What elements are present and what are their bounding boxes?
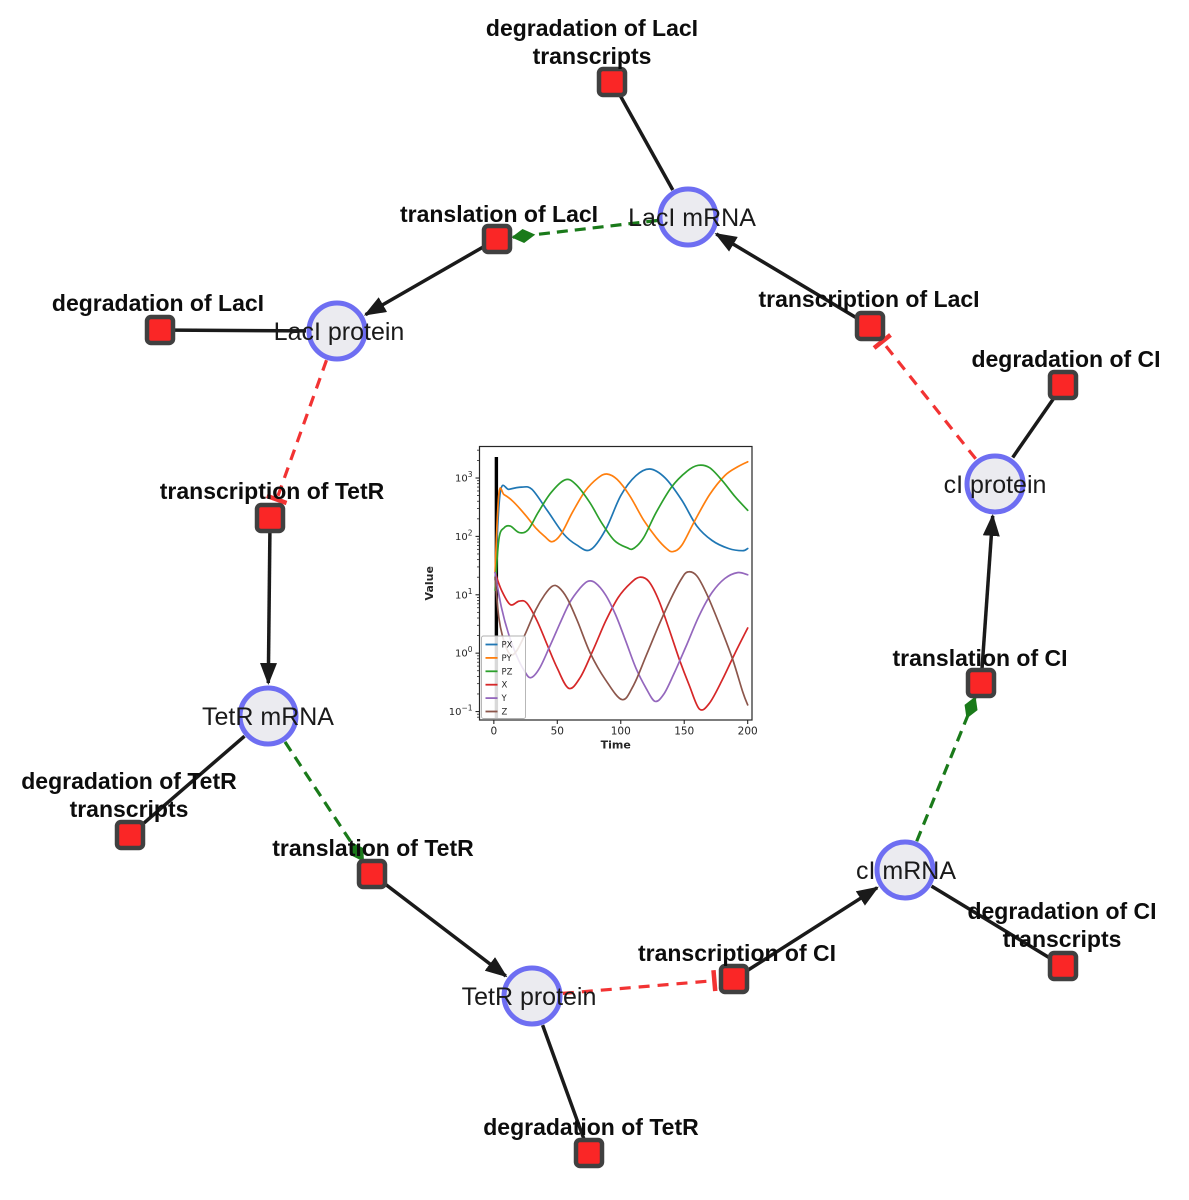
reaction-label-degradation-tetr: degradation of TetR — [483, 1114, 699, 1140]
legend-label-X: X — [502, 681, 508, 691]
legend-label-PX: PX — [502, 641, 513, 651]
edge-laci-protein-degradation — [173, 328, 307, 333]
reaction-label-translation-ci: translation of CI — [892, 645, 1067, 671]
edge-ci-mrna-translation-modifier — [915, 696, 978, 842]
reaction-node-translation-tetr[interactable] — [356, 858, 388, 890]
x-tick-label: 0 — [490, 726, 497, 738]
reaction-label-degradation-ci: degradation of CI — [971, 346, 1160, 372]
reaction-label-degradation-tetr-transcripts: degradation of TetR transcripts — [21, 768, 237, 822]
chart-ylabel: Value — [423, 566, 436, 600]
legend-label-PZ: PZ — [502, 667, 513, 677]
y-tick-label: 102 — [455, 528, 473, 543]
species-node-tetr-protein[interactable] — [501, 965, 563, 1027]
x-tick-label: 150 — [674, 726, 694, 738]
edge-tetr-mrna-degradation — [139, 734, 246, 828]
edge-laci-mrna-translation-modifier — [511, 218, 658, 243]
species-node-ci-mrna[interactable] — [874, 839, 936, 901]
edge-laci-protein-inhibits-tetr-transcription — [266, 359, 329, 506]
chart-legend: PX PY PZ XYZ — [481, 635, 526, 719]
reaction-node-translation-laci[interactable] — [481, 223, 513, 255]
species-label-ci-mrna: cI mRNA — [856, 857, 956, 885]
nodes-layer — [114, 66, 1079, 1169]
species-node-laci-protein[interactable] — [306, 300, 368, 362]
chart-series-PY — [494, 460, 749, 573]
y-tick-label: 10−1 — [449, 704, 473, 719]
species-label-laci-protein: LacI protein — [274, 318, 405, 346]
reaction-node-degradation-laci-transcripts[interactable] — [596, 66, 628, 98]
chart-series-PZ — [494, 464, 749, 592]
legend-label-PY: PY — [502, 654, 513, 664]
species-label-tetr-protein: TetR protein — [462, 983, 597, 1011]
reaction-node-degradation-ci[interactable] — [1047, 369, 1079, 401]
edge-tetr-mrna-translation-modifier — [283, 741, 365, 862]
reaction-node-transcription-ci[interactable] — [718, 963, 750, 995]
reaction-label-degradation-ci-transcripts: degradation of CI transcripts — [967, 898, 1156, 952]
species-node-ci-protein[interactable] — [964, 453, 1026, 515]
edge-translation-tetr-to-protein — [382, 881, 508, 978]
reaction-node-degradation-tetr-transcripts[interactable] — [114, 819, 146, 851]
reaction-label-degradation-laci-transcripts: degradation of LacI transcripts — [486, 15, 698, 69]
chart-frame — [478, 445, 753, 721]
reaction-node-transcription-laci[interactable] — [854, 310, 886, 342]
reaction-label-degradation-laci: degradation of LacI — [52, 290, 264, 316]
edge-ci-protein-degradation — [1011, 395, 1057, 459]
inset-chart: 0 50 100 150 20010310210110010−1TimeValuePXP… — [423, 445, 758, 752]
edge-transcription-tetr-to-mrna — [260, 531, 278, 685]
edge-tetr-protein-degradation — [540, 1024, 586, 1141]
reaction-node-transcription-tetr[interactable] — [254, 502, 286, 534]
species-label-laci-mrna: LacI mRNA — [628, 204, 756, 232]
reaction-label-translation-laci: translation of LacI — [400, 201, 598, 227]
chart-series-X — [494, 571, 749, 711]
edge-ci-mrna-degradation — [930, 884, 1052, 961]
reaction-label-transcription-tetr: transcription of TetR — [160, 478, 385, 504]
x-tick-label: 50 — [551, 726, 564, 738]
reaction-node-translation-ci[interactable] — [965, 667, 997, 699]
edge-translation-laci-to-protein — [363, 244, 486, 317]
reaction-label-transcription-ci: transcription of CI — [638, 940, 836, 966]
chart-series-Y — [494, 571, 749, 703]
reaction-label-translation-tetr: translation of TetR — [272, 835, 474, 861]
edge-transcription-ci-to-mrna — [744, 886, 879, 973]
reaction-label-transcription-laci: transcription of LacI — [758, 286, 979, 312]
reaction-node-degradation-ci-transcripts[interactable] — [1047, 950, 1079, 982]
y-tick-label: 101 — [455, 587, 473, 602]
edge-translation-ci-to-protein — [980, 513, 1000, 670]
y-tick-label: 100 — [455, 645, 473, 660]
edge-transcription-laci-to-mrna — [714, 232, 859, 321]
edge-laci-mrna-degradation — [617, 92, 675, 191]
species-label-ci-protein: cI protein — [944, 471, 1047, 499]
species-label-tetr-mrna: TetR mRNA — [202, 703, 334, 731]
chart-series-PX — [494, 468, 749, 581]
species-node-laci-mrna[interactable] — [657, 186, 719, 248]
species-node-tetr-mrna[interactable] — [237, 685, 299, 747]
edge-tetr-protein-inhibits-ci-transcription — [562, 969, 718, 995]
x-tick-label: 100 — [611, 726, 631, 738]
chart-xlabel: Time — [601, 739, 631, 752]
x-tick-label: 200 — [738, 726, 758, 738]
edges-layer — [139, 92, 1057, 1141]
legend-label-Y: Y — [501, 694, 508, 704]
reaction-node-degradation-laci[interactable] — [144, 314, 176, 346]
edge-ci-protein-inhibits-laci-transcription — [872, 333, 977, 460]
y-tick-label: 103 — [455, 470, 473, 485]
reaction-node-degradation-tetr[interactable] — [573, 1137, 605, 1169]
legend-label-Z: Z — [502, 708, 508, 718]
labels-layer: LacI mRNA LacI protein cI protein TetR mRNA… — [21, 15, 1160, 1140]
